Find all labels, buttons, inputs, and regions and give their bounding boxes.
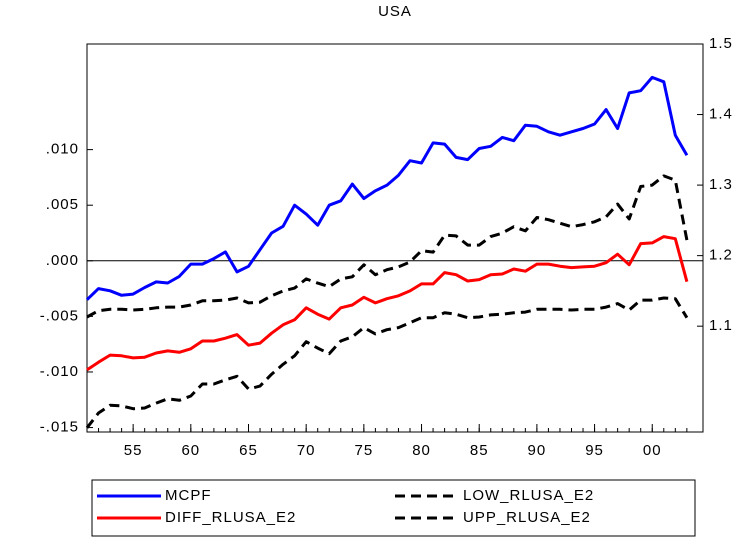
x-tick-label: 80: [412, 442, 431, 459]
series-line: [86, 174, 689, 319]
x-tick-label: 65: [239, 442, 258, 459]
series-line: [85, 75, 689, 301]
x-tick-label: 00: [643, 442, 662, 459]
x-tick-label: 95: [585, 442, 604, 459]
plot-frame: [86, 43, 704, 433]
y-tick-label: -.015: [40, 419, 79, 436]
y2-tick-label: 1.4: [709, 106, 733, 123]
y2-tick-label: 1.3: [709, 176, 733, 193]
chart-title: USA: [378, 3, 412, 20]
y-tick-label: .010: [46, 141, 79, 158]
x-tick-label: 60: [181, 442, 200, 459]
legend-label: DIFF_RLUSA_E2: [165, 509, 296, 526]
y-tick-label: -.010: [40, 363, 79, 380]
x-tick-label: 55: [124, 442, 143, 459]
y2-tick-label: 1.5: [709, 35, 733, 52]
x-tick-label: 70: [297, 442, 316, 459]
series-line: [85, 296, 689, 429]
x-tick-label: 90: [528, 442, 547, 459]
legend-label: UPP_RLUSA_E2: [463, 509, 591, 526]
y-tick-label: .000: [46, 252, 79, 269]
series-line: [86, 235, 689, 372]
y-tick-label: .005: [46, 196, 79, 213]
x-tick-label: 75: [355, 442, 374, 459]
legend-label: MCPF: [165, 487, 212, 504]
legend-label: LOW_RLUSA_E2: [463, 487, 594, 504]
y2-tick-label: 1.1: [709, 317, 733, 334]
x-tick-label: 85: [470, 442, 489, 459]
y-tick-label: -.005: [40, 307, 79, 324]
legend-box: [91, 479, 696, 537]
y2-tick-label: 1.2: [709, 247, 733, 264]
